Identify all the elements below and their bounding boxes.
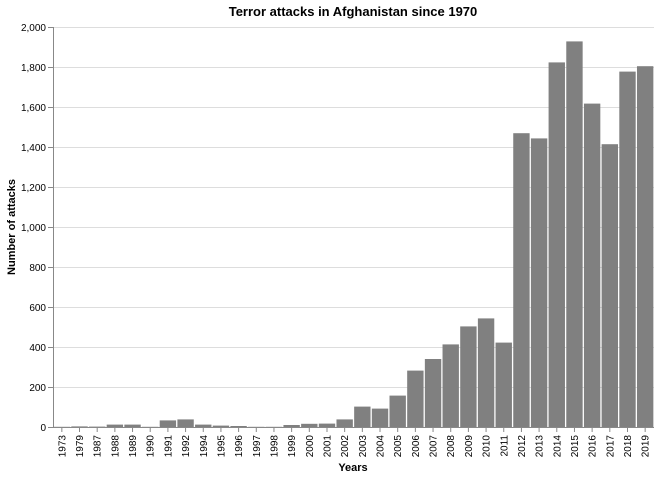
x-tick-label: 2017	[605, 435, 616, 458]
bars	[53, 41, 654, 428]
y-tick-label: 1,000	[21, 223, 46, 234]
bar	[548, 62, 565, 428]
y-tick-label: 800	[29, 263, 46, 274]
bar	[442, 344, 459, 427]
y-tick-label: 0	[40, 423, 46, 434]
x-tick-label: 2001	[322, 435, 333, 458]
bar	[460, 326, 477, 427]
y-tick-label: 1,600	[21, 103, 46, 114]
bar	[389, 395, 406, 427]
x-tick-label: 2005	[393, 435, 404, 458]
x-tick-label: 2010	[482, 435, 493, 458]
y-axis-title: Number of attacks	[6, 179, 18, 275]
bar	[230, 426, 247, 427]
x-tick-label: 2011	[499, 435, 510, 457]
x-tick-label: 2019	[641, 435, 652, 458]
bar	[583, 103, 601, 427]
y-tick-label: 1,400	[21, 143, 46, 154]
x-axis-title: Years	[338, 462, 367, 474]
bar	[354, 406, 371, 427]
bar	[407, 370, 424, 427]
x-tick-label: 2003	[358, 435, 369, 458]
x-tick-label: 1987	[93, 435, 104, 458]
bar	[566, 41, 583, 428]
x-tick-label: 1988	[110, 435, 121, 458]
x-tick-label: 1973	[57, 435, 68, 458]
bar	[371, 408, 389, 427]
bar	[601, 144, 618, 427]
bar	[636, 66, 654, 427]
bar	[513, 133, 530, 427]
bar	[495, 342, 512, 427]
chart-title: Terror attacks in Afghanistan since 1970	[229, 4, 478, 19]
bar	[106, 424, 124, 427]
bar	[477, 318, 495, 427]
x-tick-label: 1995	[216, 435, 227, 458]
x-tick-label: 2013	[535, 435, 546, 458]
x-axis-tick-labels: 1973 1979 1987 1988 1989 1990 1991 1992 1994 1995…	[57, 435, 651, 458]
x-tick-label: 2016	[588, 435, 599, 458]
bar	[619, 71, 636, 427]
x-tick-label: 1997	[252, 435, 263, 458]
axes	[48, 27, 654, 432]
bar	[71, 426, 88, 427]
x-tick-label: 1994	[199, 435, 210, 458]
x-tick-label: 1992	[181, 435, 192, 458]
x-tick-label: 2007	[429, 435, 440, 458]
x-tick-label: 2018	[623, 435, 634, 458]
x-tick-label: 1999	[287, 435, 298, 458]
x-tick-label: 2002	[340, 435, 351, 458]
bar	[177, 419, 194, 427]
x-tick-label: 1989	[128, 435, 139, 458]
y-axis-tick-labels: 0 200 400 600 800 1,000 1,200 1,400 1,600 1,800 2,…	[21, 23, 46, 434]
y-tick-label: 200	[29, 383, 46, 394]
bar	[212, 425, 230, 427]
bar	[124, 424, 141, 427]
x-tick-label: 2000	[305, 435, 316, 458]
bar	[424, 359, 442, 427]
x-tick-label: 2012	[517, 435, 528, 458]
x-tick-label: 2008	[446, 435, 457, 458]
x-tick-label: 2015	[570, 435, 581, 458]
x-tick-label: 1998	[269, 435, 280, 458]
bar	[195, 424, 212, 427]
x-tick-label: 1979	[75, 435, 86, 458]
y-tick-label: 2,000	[21, 23, 46, 34]
x-tick-label: 2006	[411, 435, 422, 458]
x-tick-label: 1996	[234, 435, 245, 458]
bar	[159, 420, 177, 427]
bar	[530, 138, 548, 427]
bar	[283, 425, 300, 427]
x-tick-label: 2014	[552, 435, 563, 458]
y-tick-label: 1,800	[21, 63, 46, 74]
x-tick-label: 2004	[376, 435, 387, 458]
y-tick-label: 400	[29, 343, 46, 354]
bar	[336, 419, 353, 427]
bar	[301, 423, 318, 427]
y-tick-label: 1,200	[21, 183, 46, 194]
x-tick-label: 2009	[464, 435, 475, 458]
x-tick-label: 1990	[146, 435, 157, 458]
y-tick-label: 600	[29, 303, 46, 314]
x-tick-label: 1991	[163, 435, 174, 458]
bar	[318, 423, 336, 427]
